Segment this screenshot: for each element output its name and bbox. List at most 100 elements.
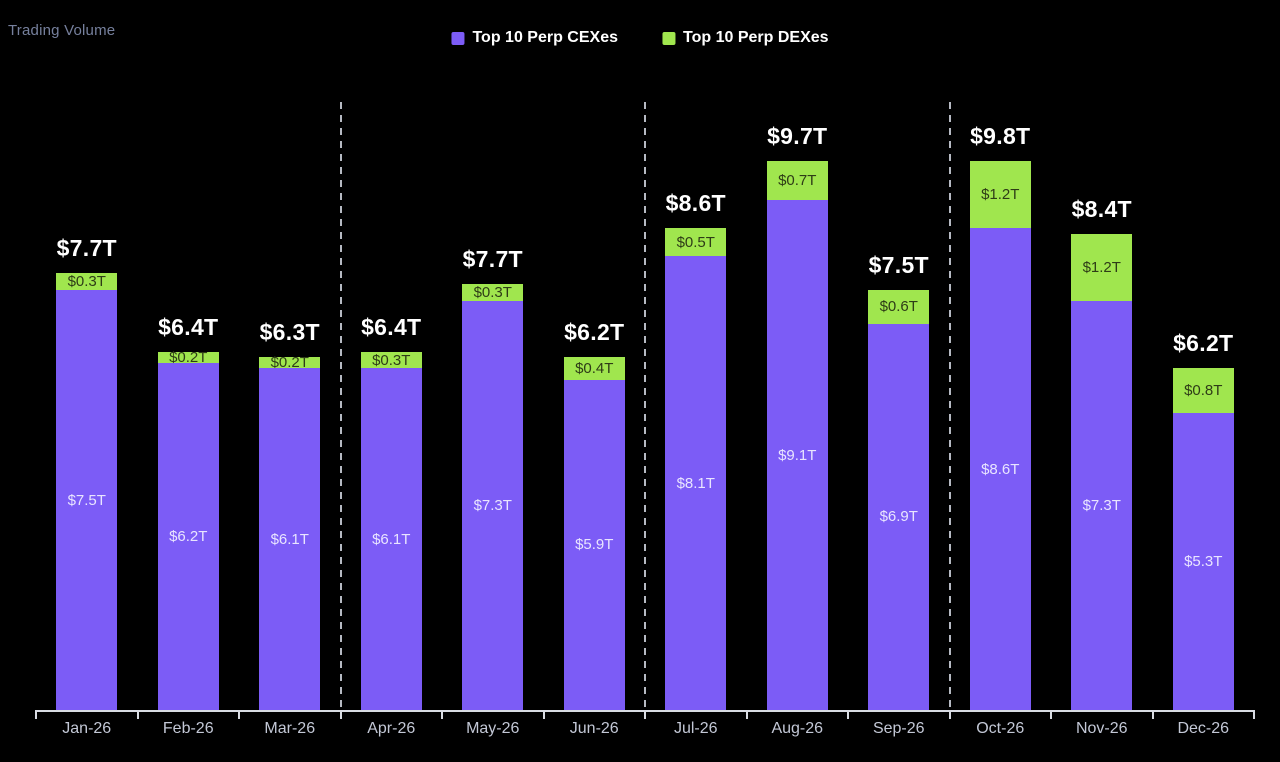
bar-column-jun-26: $6.2T $0.4T $5.9T [544,100,646,710]
segment-value-label: $0.3T [372,351,411,369]
bar-column-jul-26: $8.6T $0.5T $8.1T [645,100,747,710]
bar-segment-dex[interactable]: $0.3T [56,273,118,291]
bar-segment-cex[interactable]: $6.1T [360,368,422,710]
bar-segment-dex[interactable]: $0.7T [766,161,828,201]
stacked-bar-jun-26: $0.4T $5.9T [563,357,625,710]
bar-segment-dex[interactable]: $0.3T [462,284,524,302]
axis-tick [441,710,443,719]
x-axis-label-apr-26: Apr-26 [367,720,416,737]
segment-value-label: $5.9T [575,536,614,554]
stacked-bar-feb-26: $0.2T $6.2T [157,348,219,710]
total-value-label: $8.6T [665,190,726,217]
bar-segment-cex[interactable]: $8.6T [969,228,1031,710]
x-axis-line [35,710,1255,719]
segment-value-label: $0.2T [270,354,309,372]
stacked-bar-oct-26: $1.2T $8.6T [969,161,1031,710]
x-axis-label-aug-26: Aug-26 [771,720,824,737]
bar-segment-cex[interactable]: $5.3T [1172,413,1234,710]
x-axis-label-jun-26: Jun-26 [569,720,619,737]
total-value-label: $7.7T [462,246,523,273]
bar-segment-cex[interactable]: $7.3T [462,301,524,710]
bar-column-mar-26: $6.3T $0.2T $6.1T [239,100,341,710]
x-axis-label-sep-26: Sep-26 [872,720,925,737]
total-value-label: $8.4T [1071,196,1132,222]
legend-item-dex[interactable]: Top 10 Perp DEXes [662,29,829,47]
axis-tick [238,710,240,719]
stacked-bar-apr-26: $0.3T $6.1T [360,351,422,710]
stacked-bar-may-26: $0.3T $7.3T [462,284,524,710]
stacked-bar-jan-26: $0.3T $7.5T [56,273,118,710]
legend-label-dex: Top 10 Perp DEXes [683,29,829,46]
segment-value-label: $7.5T [67,491,106,509]
x-axis-labels: Jan-26 Feb-26 Mar-26 Apr-26 May-26 Jun-26 Jul-… [36,720,1254,738]
total-value-label: $6.4T [158,313,219,340]
segment-value-label: $0.5T [676,233,715,251]
segment-value-label: $7.3T [1082,497,1121,515]
x-axis-label-feb-26: Feb-26 [162,720,214,737]
segment-value-label: $0.6T [879,298,918,316]
x-axis-label-mar-26: Mar-26 [264,720,316,737]
chart-legend: Top 10 Perp CEXes Top 10 Perp DEXes [451,29,829,47]
bar-column-feb-26: $6.4T $0.2T $6.2T [138,100,240,710]
bar-segment-cex[interactable]: $5.9T [563,379,625,710]
stacked-bar-jul-26: $0.5T $8.1T [665,228,727,710]
segment-value-label: $8.6T [981,460,1020,478]
x-axis-label-may-26: May-26 [466,720,520,737]
axis-tick [745,710,748,719]
total-value-label: $6.3T [259,319,320,346]
axis-tick [847,710,849,719]
total-value-label: $6.2T [1173,330,1234,357]
x-axis-label-oct-26: Oct-26 [976,720,1025,737]
quarter-separator-line [644,102,646,710]
segment-value-label: $6.1T [270,530,309,548]
segment-value-label: $8.1T [676,474,715,492]
axis-tick [644,710,646,719]
bar-column-sep-26: $7.5T $0.6T $6.9T [848,100,950,710]
bar-segment-cex[interactable]: $8.1T [665,256,727,710]
axis-tick [1253,710,1255,719]
total-value-label: $7.5T [868,252,929,278]
segment-value-label: $1.2T [981,186,1020,204]
bar-segment-dex[interactable]: $0.4T [563,357,625,380]
legend-label-cex: Top 10 Perp CEXes [472,29,618,46]
segment-value-label: $0.2T [169,348,208,366]
total-value-label: $9.8T [970,123,1031,150]
axis-tick [542,710,545,719]
bar-segment-cex[interactable]: $7.5T [56,290,118,710]
segment-value-label: $9.1T [778,446,817,464]
bar-column-aug-26: $9.7T $0.7T $9.1T [747,100,849,710]
bar-columns: $7.7T $0.3T $7.5T $6.4T $0.2T $6.2T $6.3T $0.2T… [36,100,1254,710]
quarter-separator-line [339,102,342,710]
axis-tick [948,710,951,719]
bar-segment-cex[interactable]: $9.1T [766,200,828,710]
bar-segment-dex[interactable]: $0.8T [1172,368,1234,414]
bar-segment-dex[interactable]: $0.2T [157,348,219,366]
x-axis-label-dec-26: Dec-26 [1177,720,1230,737]
x-axis-label-nov-26: Nov-26 [1075,720,1128,737]
segment-value-label: $0.4T [575,359,614,377]
legend-item-cex[interactable]: Top 10 Perp CEXes [451,29,618,47]
bar-segment-dex[interactable]: $0.2T [259,354,321,372]
segment-value-label: $6.9T [879,508,918,526]
bar-segment-dex[interactable]: $1.2T [969,161,1031,229]
dex-swatch-icon [662,31,675,45]
bar-segment-dex[interactable]: $0.5T [665,228,727,257]
bar-column-oct-26: $9.8T $1.2T $8.6T [950,100,1052,710]
axis-tick [1050,710,1052,719]
bar-segment-cex[interactable]: $6.2T [157,362,219,710]
bar-column-apr-26: $6.4T $0.3T $6.1T [341,100,443,710]
stacked-bar-nov-26: $1.2T $7.3T [1071,234,1133,710]
bar-segment-cex[interactable]: $6.1T [259,368,321,710]
bar-segment-dex[interactable]: $0.6T [868,290,930,324]
total-value-label: $9.7T [767,123,828,150]
bar-segment-dex[interactable]: $1.2T [1071,234,1133,302]
segment-value-label: $6.1T [372,530,411,548]
segment-value-label: $0.7T [778,172,817,190]
bar-column-jan-26: $7.7T $0.3T $7.5T [36,100,138,710]
bar-segment-cex[interactable]: $7.3T [1071,301,1133,710]
plot-area: $7.7T $0.3T $7.5T $6.4T $0.2T $6.2T $6.3T $0.2T… [36,100,1254,710]
bar-segment-dex[interactable]: $0.3T [360,351,422,369]
bar-segment-cex[interactable]: $6.9T [868,323,930,710]
segment-value-label: $0.3T [67,273,106,291]
